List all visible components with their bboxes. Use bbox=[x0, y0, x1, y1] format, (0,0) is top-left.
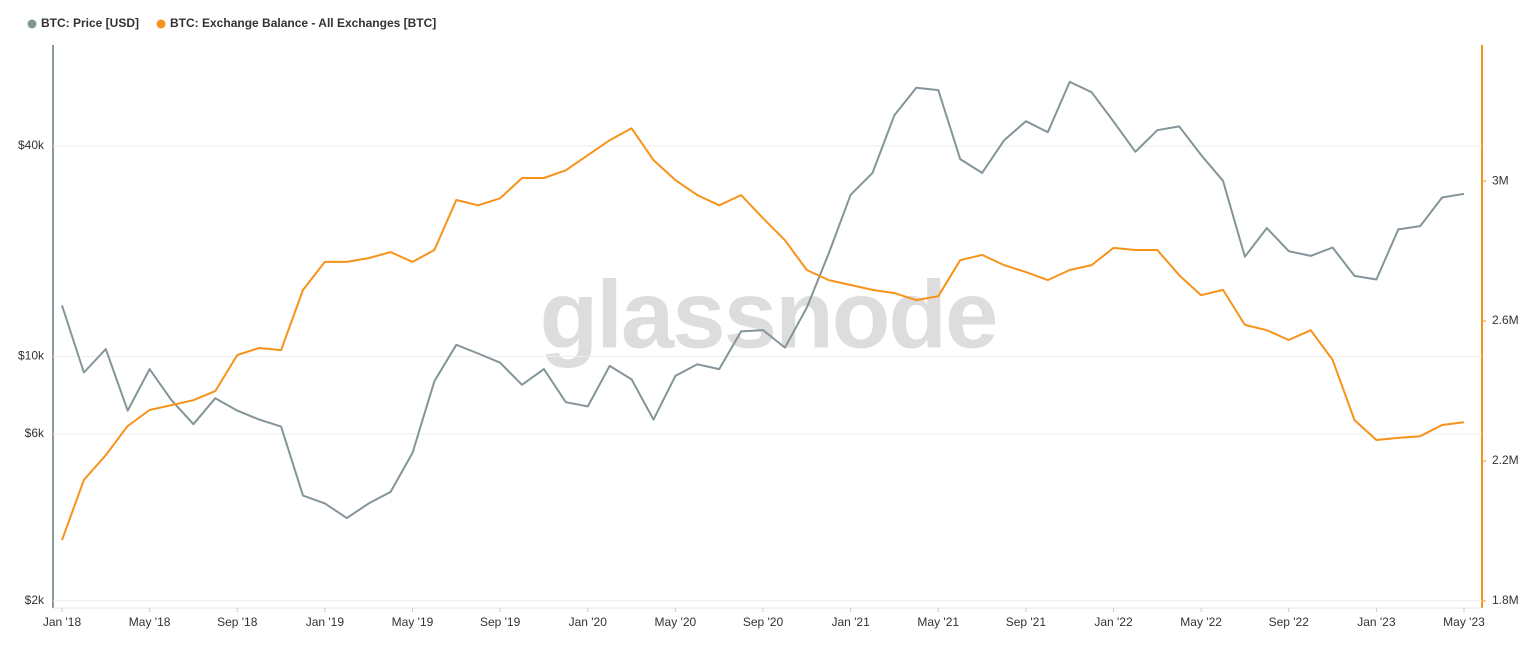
y-tick-label: $10k bbox=[18, 349, 45, 363]
x-tick-label: Sep '22 bbox=[1269, 615, 1310, 629]
y2-tick-label: 2.2M bbox=[1492, 453, 1519, 467]
x-tick-label: May '18 bbox=[129, 615, 171, 629]
legend-marker bbox=[156, 19, 166, 29]
x-tick-label: May '19 bbox=[392, 615, 434, 629]
x-tick-label: May '22 bbox=[1180, 615, 1222, 629]
y-tick-label: $40k bbox=[18, 138, 45, 152]
y2-tick-label: 3M bbox=[1492, 173, 1509, 187]
legend-label: BTC: Exchange Balance - All Exchanges [B… bbox=[170, 16, 436, 30]
x-tick-label: Sep '18 bbox=[217, 615, 258, 629]
series-line bbox=[61, 127, 1465, 541]
x-tick-label: May '23 bbox=[1443, 615, 1485, 629]
x-tick-label: May '21 bbox=[917, 615, 959, 629]
x-tick-label: Jan '22 bbox=[1094, 615, 1133, 629]
x-tick-label: Sep '19 bbox=[480, 615, 521, 629]
watermark: glassnode bbox=[540, 261, 997, 368]
series-line bbox=[61, 80, 1465, 520]
x-tick-label: May '20 bbox=[655, 615, 697, 629]
legend-label: BTC: Price [USD] bbox=[41, 16, 139, 30]
x-tick-label: Jan '20 bbox=[569, 615, 608, 629]
x-tick-label: Jan '19 bbox=[306, 615, 345, 629]
x-tick-label: Jan '21 bbox=[831, 615, 870, 629]
x-tick-label: Jan '18 bbox=[43, 615, 82, 629]
x-tick-label: Sep '21 bbox=[1006, 615, 1047, 629]
y2-tick-label: 2.6M bbox=[1492, 313, 1519, 327]
x-tick-label: Sep '20 bbox=[743, 615, 784, 629]
legend-marker bbox=[27, 19, 37, 29]
y-tick-label: $6k bbox=[25, 426, 45, 440]
y-tick-label: $2k bbox=[25, 593, 45, 607]
y2-tick-label: 1.8M bbox=[1492, 593, 1519, 607]
x-tick-label: Jan '23 bbox=[1357, 615, 1396, 629]
